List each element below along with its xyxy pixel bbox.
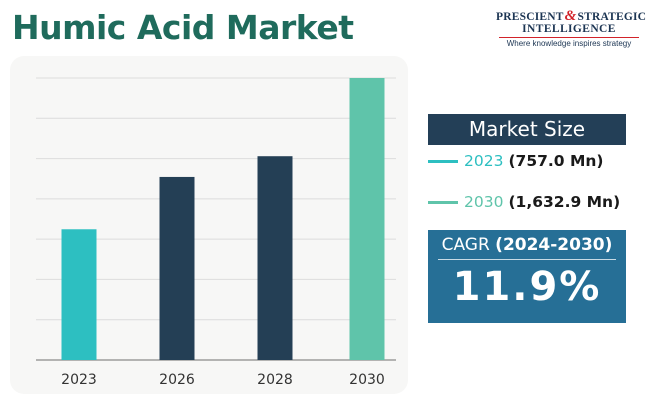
page-title: Humic Acid Market — [12, 8, 354, 47]
cagr-value: 11.9% — [452, 264, 602, 310]
x-tick-label: 2030 — [349, 372, 385, 388]
legend-swatch-2023 — [428, 159, 458, 163]
x-tick-label: 2023 — [61, 372, 97, 388]
legend-item-2023: 2023 (757.0 Mn) — [428, 152, 604, 170]
logo-wordmark: PRESCIENT&STRATEGIC — [496, 8, 647, 24]
legend-year: 2023 — [464, 152, 504, 170]
logo-tagline: Where knowledge inspires strategy — [506, 39, 632, 48]
x-tick-label: 2028 — [257, 372, 293, 388]
chart-card: 2023 2026 2028 2030 — [10, 56, 408, 394]
cagr-divider — [438, 259, 616, 260]
bar-2023 — [61, 229, 97, 360]
bar-2028 — [257, 156, 293, 360]
legend-value: (757.0 Mn) — [508, 152, 604, 170]
bar-2026 — [159, 176, 195, 360]
logo-subword: INTELLIGENCE — [522, 23, 616, 35]
logo-divider — [498, 37, 640, 38]
legend-swatch-2030 — [428, 200, 458, 204]
legend-value: (1,632.9 Mn) — [508, 193, 621, 211]
cagr-box: CAGR (2024-2030) 11.9% — [428, 230, 626, 323]
cagr-label: CAGR (2024-2030) — [441, 235, 613, 255]
bar-2030 — [349, 78, 385, 360]
x-tick-label: 2026 — [159, 372, 195, 388]
cagr-period: (2024-2030) — [495, 235, 613, 255]
company-logo: PRESCIENT&STRATEGIC INTELLIGENCE Where k… — [496, 8, 647, 48]
legend-item-2030: 2030 (1,632.9 Mn) — [428, 193, 620, 211]
bar-chart: 2023 2026 2028 2030 — [36, 77, 396, 388]
logo-ampersand: & — [564, 8, 577, 24]
market-size-header: Market Size — [428, 114, 626, 145]
legend-year: 2030 — [464, 193, 504, 211]
